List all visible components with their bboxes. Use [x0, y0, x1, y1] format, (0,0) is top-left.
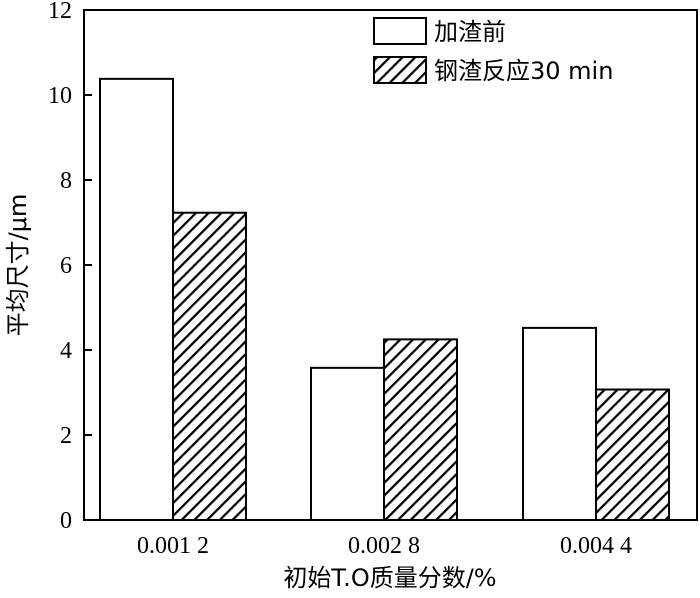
- bars-layer: [99, 77, 670, 521]
- legend-label-series-1: 加渣前: [434, 18, 506, 46]
- bar-series-2-category-1: [172, 211, 247, 521]
- legend: 加渣前 钢渣反应30 min: [373, 17, 613, 85]
- bar-series-2-category-3: [595, 388, 670, 521]
- legend-swatch-series-2: [373, 56, 427, 84]
- y-axis-title: 平均尺寸/μm: [4, 194, 32, 337]
- x-tick-label: 0.002 8: [348, 533, 420, 559]
- bar-series-1-category-1: [99, 77, 174, 521]
- y-tick-label: 6: [60, 253, 72, 279]
- y-tick-label: 12: [48, 0, 72, 24]
- x-tick-label: 0.001 2: [137, 533, 209, 559]
- bar-series-1-category-3: [522, 326, 597, 521]
- y-tick-label: 8: [60, 168, 72, 194]
- y-tick-label: 0: [60, 508, 72, 534]
- y-tick-label: 2: [60, 423, 72, 449]
- legend-swatch-series-1: [373, 17, 427, 45]
- x-axis-title: 初始T.O质量分数/%: [283, 564, 496, 592]
- bar-series-2-category-2: [383, 338, 458, 521]
- y-tick-label: 10: [48, 83, 72, 109]
- bar-series-1-category-2: [310, 366, 385, 521]
- y-tick-label: 4: [60, 338, 72, 364]
- ticks-layer: 0 2 4 6 8 10 12 0.001 2 0.002 8 0.004 4: [48, 0, 632, 559]
- legend-label-series-2: 钢渣反应30 min: [434, 57, 613, 85]
- x-tick-label: 0.004 4: [560, 533, 632, 559]
